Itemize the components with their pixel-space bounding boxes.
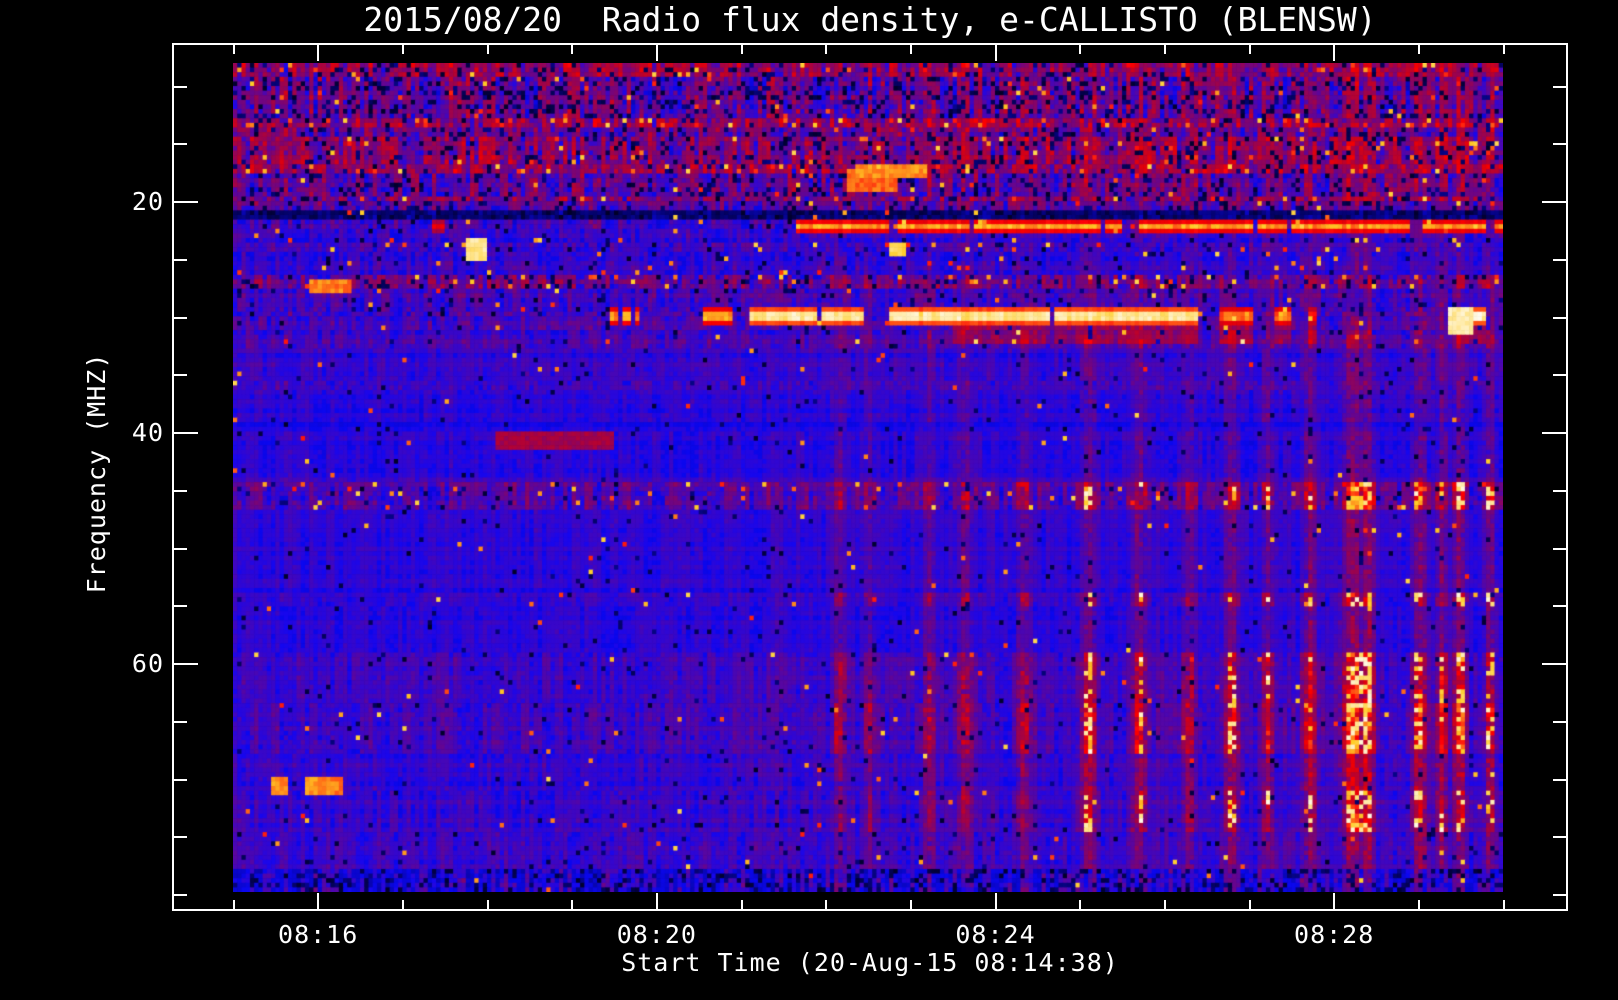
y-axis-title: Frequency (MHZ) [82, 352, 111, 594]
axis-left-line [172, 43, 174, 911]
x-minor-tick [1079, 45, 1082, 54]
x-minor-tick [740, 45, 743, 54]
y-minor-tick [174, 374, 187, 377]
y-minor-tick [1553, 547, 1566, 550]
y-minor-tick [174, 143, 187, 146]
y-tick-label: 60 [131, 649, 164, 678]
x-major-tick [655, 893, 658, 909]
y-tick-label: 40 [131, 418, 164, 447]
y-minor-tick [1553, 720, 1566, 723]
y-minor-tick [1553, 836, 1566, 839]
x-minor-tick [1417, 900, 1420, 909]
y-minor-tick [174, 720, 187, 723]
x-axis-title: Start Time (20-Aug-15 08:14:38) [621, 948, 1119, 977]
y-minor-tick [174, 489, 187, 492]
y-minor-tick [174, 258, 187, 261]
x-tick-label: 08:20 [616, 920, 697, 949]
x-minor-tick [1079, 900, 1082, 909]
x-minor-tick [1163, 45, 1166, 54]
y-major-tick [174, 432, 198, 434]
x-minor-tick [1248, 900, 1251, 909]
x-minor-tick [401, 45, 404, 54]
y-minor-tick [1553, 85, 1566, 88]
axis-bottom-line [172, 909, 1568, 911]
axis-top-line [172, 43, 1568, 45]
x-major-tick [994, 45, 997, 61]
y-minor-tick [174, 605, 187, 608]
x-minor-tick [825, 900, 828, 909]
y-minor-tick [174, 894, 187, 896]
x-tick-label: 08:28 [1294, 920, 1375, 949]
x-major-tick [317, 45, 320, 61]
x-minor-tick [1417, 45, 1420, 54]
y-minor-tick [1553, 374, 1566, 377]
x-minor-tick [232, 45, 235, 54]
x-minor-tick [486, 45, 489, 54]
x-major-tick [655, 45, 658, 61]
y-minor-tick [1553, 894, 1566, 896]
x-minor-tick [825, 45, 828, 54]
y-minor-tick [1553, 258, 1566, 261]
x-minor-tick [740, 900, 743, 909]
y-minor-tick [174, 316, 187, 319]
y-minor-tick [174, 836, 187, 839]
x-major-tick [994, 893, 997, 909]
y-minor-tick [174, 85, 187, 88]
y-major-tick [1542, 432, 1566, 434]
x-minor-tick [1248, 45, 1251, 54]
x-minor-tick [571, 900, 574, 909]
y-minor-tick [174, 547, 187, 550]
x-minor-tick [909, 45, 912, 54]
spectrogram-image [233, 63, 1503, 892]
y-major-tick [1542, 201, 1566, 203]
y-tick-label: 20 [131, 187, 164, 216]
x-minor-tick [486, 900, 489, 909]
x-minor-tick [1502, 45, 1505, 54]
x-minor-tick [571, 45, 574, 54]
x-minor-tick [909, 900, 912, 909]
y-major-tick [1542, 663, 1566, 665]
axis-right-line [1566, 43, 1568, 911]
y-minor-tick [1553, 778, 1566, 781]
x-major-tick [317, 893, 320, 909]
x-major-tick [1333, 45, 1336, 61]
x-minor-tick [401, 900, 404, 909]
x-major-tick [1333, 893, 1336, 909]
y-major-tick [174, 663, 198, 665]
x-tick-label: 08:24 [955, 920, 1036, 949]
chart-title: 2015/08/20 Radio flux density, e-CALLIST… [363, 0, 1377, 39]
y-minor-tick [1553, 605, 1566, 608]
y-minor-tick [174, 778, 187, 781]
x-minor-tick [1163, 900, 1166, 909]
y-minor-tick [1553, 316, 1566, 319]
x-tick-label: 08:16 [278, 920, 359, 949]
y-minor-tick [1553, 489, 1566, 492]
y-major-tick [174, 201, 198, 203]
y-minor-tick [1553, 143, 1566, 146]
x-minor-tick [1502, 900, 1505, 909]
x-minor-tick [232, 900, 235, 909]
